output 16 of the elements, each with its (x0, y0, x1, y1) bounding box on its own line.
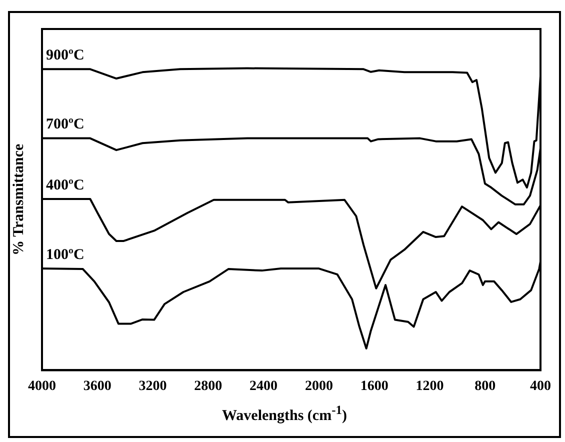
y-axis-title: % Transmittance (10, 144, 27, 256)
x-tick-label: 2800 (194, 379, 222, 394)
x-axis-title: Wavelengths (cm$^{-1}$) (221, 403, 348, 425)
x-tick-label: 2400 (250, 379, 278, 394)
x-tick-label: 1600 (360, 379, 388, 394)
series-label: 400ºC (46, 177, 84, 194)
x-tick-label: 1200 (416, 379, 444, 394)
series-label: 900ºC (46, 48, 84, 64)
series-label: 100ºC (46, 246, 84, 263)
x-tick-label: 400 (530, 379, 551, 394)
x-tick-label: 800 (474, 379, 496, 394)
series-label: 700ºC (46, 116, 84, 133)
x-tick-label: 3200 (138, 379, 167, 394)
x-tick-label: 4000 (28, 379, 56, 394)
x-tick-label: 2000 (304, 379, 333, 394)
x-tick-label: 3600 (83, 379, 112, 394)
